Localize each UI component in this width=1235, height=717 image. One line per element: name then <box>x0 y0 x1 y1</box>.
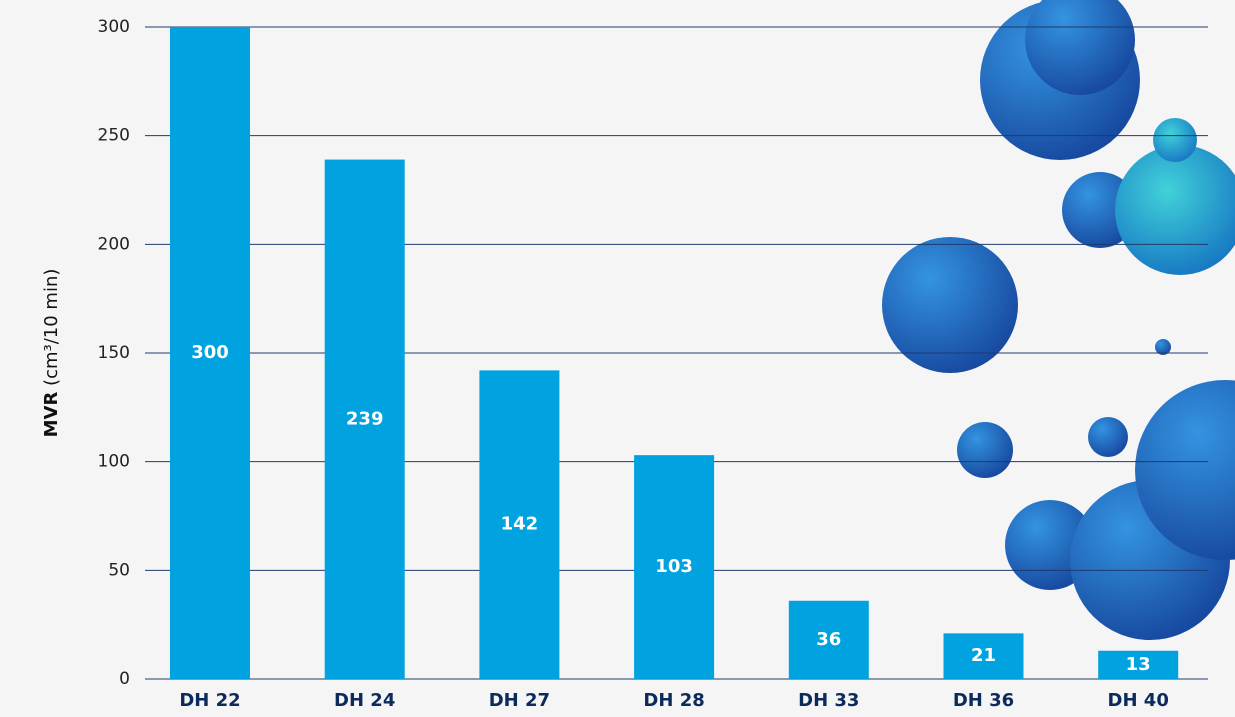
y-tick-label: 0 <box>119 669 130 689</box>
y-tick-label: 50 <box>108 560 130 580</box>
bar <box>634 455 715 679</box>
y-axis-label: MVR (cm³/10 min) <box>41 269 62 438</box>
bar <box>479 370 560 679</box>
y-tick-label: 150 <box>98 343 130 363</box>
decoration <box>882 0 1235 640</box>
x-tick-label: DH 28 <box>643 690 704 711</box>
bar <box>170 27 250 679</box>
y-axis-unit: (cm³/10 min) <box>41 269 62 386</box>
x-tick-label: DH 22 <box>179 690 240 711</box>
y-tick-label: 200 <box>98 234 130 254</box>
x-tick-label: DH 24 <box>334 690 395 711</box>
y-axis-name: MVR <box>41 392 62 438</box>
y-tick-label: 100 <box>98 452 130 472</box>
x-tick-label: DH 36 <box>953 690 1014 711</box>
bar <box>324 159 405 679</box>
bar <box>1098 650 1179 679</box>
bar <box>788 600 869 679</box>
value-label: 142 <box>501 514 539 535</box>
y-tick-label: 300 <box>98 17 130 37</box>
x-tick-label: DH 33 <box>798 690 859 711</box>
value-label: 36 <box>816 629 841 650</box>
value-label: 13 <box>1126 654 1151 675</box>
value-label: 239 <box>346 408 384 429</box>
x-tick-label: DH 40 <box>1108 690 1169 711</box>
value-label: 300 <box>191 342 229 363</box>
value-label: 21 <box>971 645 996 666</box>
value-label: 103 <box>655 556 693 577</box>
bar <box>943 633 1024 679</box>
x-tick-label: DH 27 <box>489 690 550 711</box>
y-tick-label: 250 <box>98 126 130 146</box>
